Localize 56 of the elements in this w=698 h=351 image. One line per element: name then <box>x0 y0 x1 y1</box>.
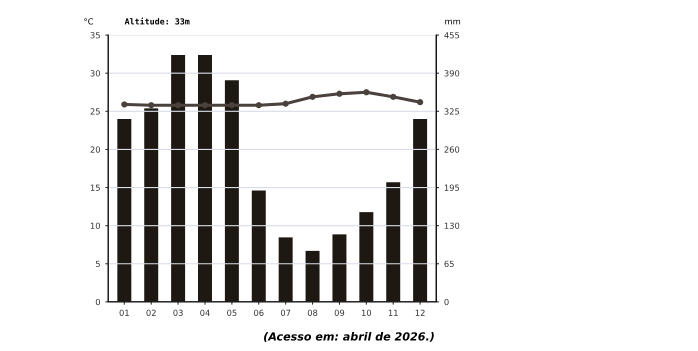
y-tick-label: 25 <box>90 108 100 115</box>
bar <box>224 80 239 302</box>
point <box>363 89 370 96</box>
y-tick-label: 5 <box>96 260 100 268</box>
point <box>202 102 208 108</box>
text: Altitude: 33m <box>124 18 190 25</box>
y-tick-label: 30 <box>90 70 100 76</box>
point <box>416 99 424 106</box>
point <box>121 101 128 108</box>
point <box>228 102 236 108</box>
bar <box>252 190 266 302</box>
bar <box>386 182 400 302</box>
x-tick-label: 02 <box>146 310 156 316</box>
y2-tick-label: 325 <box>444 108 460 115</box>
point <box>390 94 396 100</box>
bar <box>306 250 320 302</box>
bar <box>198 55 212 302</box>
point <box>336 90 343 97</box>
bar <box>413 118 428 302</box>
point <box>174 102 182 108</box>
x-tick-label: 11 <box>388 310 398 316</box>
y2-tick-label: 65 <box>444 260 454 268</box>
x-tick-label: 04 <box>200 310 210 316</box>
y-tick-label: 10 <box>90 222 100 229</box>
point <box>309 94 316 100</box>
y2-tick-label: 260 <box>444 146 460 153</box>
x-tick-label: 09 <box>334 310 344 316</box>
y-tick-label: 15 <box>90 184 100 191</box>
bar <box>171 55 186 302</box>
y2-axis-title: mm <box>445 20 460 24</box>
text: (Acesso em: abril de 2026.) <box>264 332 434 342</box>
y-tick-label: 35 <box>90 32 100 38</box>
x-tick-label: 07 <box>280 310 290 316</box>
x-tick-label: 03 <box>173 310 183 316</box>
x-tick-label: 08 <box>308 310 318 316</box>
bar <box>144 108 158 302</box>
x-tick-label: 01 <box>120 310 129 316</box>
bar <box>117 118 132 302</box>
y2-tick-label: 0 <box>444 298 449 306</box>
bar <box>332 234 346 302</box>
x-tick-label: 12 <box>416 310 425 316</box>
y2-tick-label: 390 <box>444 70 460 76</box>
x-tick-label: 10 <box>362 310 372 316</box>
y-tick-label: 20 <box>90 146 100 153</box>
y2-tick-label: 455 <box>444 32 460 38</box>
y-axis-title: °C <box>84 18 94 25</box>
y2-tick-label: 195 <box>444 184 460 191</box>
x-tick-label: 05 <box>227 310 236 316</box>
point <box>282 100 289 107</box>
point <box>256 102 262 108</box>
x-tick-label: 06 <box>254 310 264 316</box>
y-tick-label: 0 <box>96 298 100 306</box>
y2-tick-label: 130 <box>444 222 460 229</box>
bar <box>278 237 293 302</box>
point <box>148 102 154 108</box>
bar <box>359 212 374 302</box>
